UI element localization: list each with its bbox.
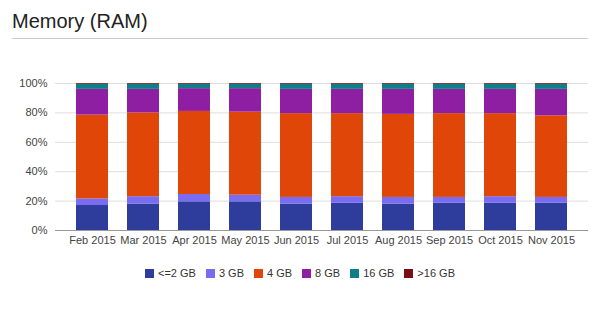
- svg-text:Sep 2015: Sep 2015: [426, 234, 473, 246]
- svg-text:Aug 2015: Aug 2015: [375, 234, 422, 246]
- svg-text:May 2015: May 2015: [221, 234, 269, 246]
- svg-text:Jul 2015: Jul 2015: [327, 234, 369, 246]
- html-text:16 GB: 16 GB: [363, 267, 395, 279]
- html-text:3 GB: 3 GB: [218, 267, 244, 279]
- svg-text:80%: 80%: [25, 106, 47, 118]
- svg-text:Apr 2015: Apr 2015: [172, 234, 217, 246]
- svg-text:Mar 2015: Mar 2015: [120, 234, 166, 246]
- svg-text:20%: 20%: [25, 195, 47, 207]
- svg-text:40%: 40%: [25, 165, 47, 177]
- html-text:Memory (RAM): Memory (RAM): [12, 10, 148, 32]
- svg-text:60%: 60%: [25, 136, 47, 148]
- html-text:8 GB: 8 GB: [315, 267, 341, 279]
- svg-text:Feb 2015: Feb 2015: [69, 234, 115, 246]
- svg-text:100%: 100%: [19, 77, 47, 89]
- svg-text:Oct 2015: Oct 2015: [478, 234, 523, 246]
- svg-text:0%: 0%: [32, 224, 48, 236]
- html-text:>16 GB: >16 GB: [417, 267, 455, 279]
- svg-text:Jun 2015: Jun 2015: [274, 234, 319, 246]
- svg-text:Nov 2015: Nov 2015: [528, 234, 575, 246]
- html-text:<=2 GB: <=2 GB: [158, 267, 196, 279]
- html-text:4 GB: 4 GB: [267, 267, 293, 279]
